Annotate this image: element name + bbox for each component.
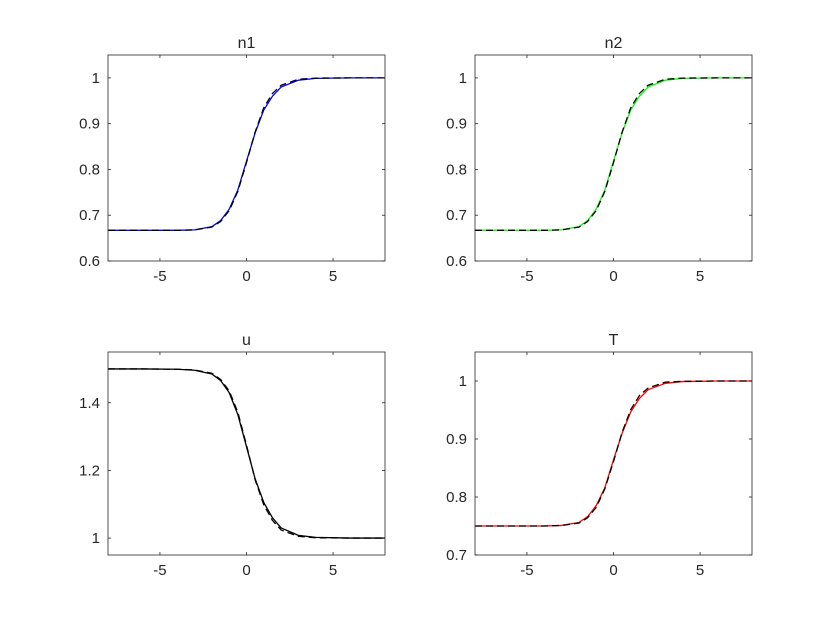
y-tick-label: 1.4	[79, 395, 100, 412]
chart-title: n2	[605, 35, 623, 52]
series-line-2	[475, 77, 752, 231]
y-tick-label: 0.8	[79, 161, 100, 178]
x-tick-label: 0	[609, 562, 617, 579]
x-tick-label: 0	[242, 268, 250, 285]
x-tick-label: -5	[153, 268, 166, 285]
y-tick-label: 1.2	[79, 462, 100, 479]
y-tick-label: 0.7	[446, 547, 467, 564]
y-tick-label: 0.7	[446, 207, 467, 224]
plot-area	[475, 55, 752, 261]
y-tick-label: 1	[459, 373, 467, 390]
panel-T: -5 0 5 0.7 0.8 0.9 1 T	[446, 332, 753, 579]
chart-title: u	[242, 332, 251, 349]
y-tick-label: 0.9	[446, 431, 467, 448]
y-tick-label: 0.9	[79, 116, 100, 133]
y-tick-label: 0.8	[446, 489, 467, 506]
x-tick-label: -5	[153, 562, 166, 579]
x-tick-label: 5	[696, 562, 704, 579]
plot-area	[475, 352, 752, 555]
panel-u: -5 0 5 1 1.2 1.4 u	[79, 332, 386, 579]
panel-n2: -5 0 5 0.6 0.7 0.8 0.9 1 n2	[446, 35, 753, 285]
y-tick-label: 0.6	[79, 253, 100, 270]
x-tick-label: 0	[609, 268, 617, 285]
x-tick-label: 0	[242, 562, 250, 579]
y-tick-label: 0.9	[446, 116, 467, 133]
y-tick-label: 0.6	[446, 253, 467, 270]
y-tick-label: 1	[92, 70, 100, 87]
x-tick-label: -5	[520, 562, 533, 579]
y-tick-label: 0.8	[446, 161, 467, 178]
plot-area	[108, 55, 385, 261]
x-tick-label: 5	[329, 268, 337, 285]
series-line-2	[108, 77, 385, 231]
series-line-2	[475, 380, 752, 527]
chart-title: n1	[238, 35, 256, 52]
chart-title: T	[609, 332, 619, 349]
x-tick-label: 5	[329, 562, 337, 579]
x-tick-label: 5	[696, 268, 704, 285]
y-tick-label: 1	[459, 70, 467, 87]
panel-n1: -5 0 5 0.6 0.7 0.8 0.9 1 n1	[79, 35, 386, 285]
y-tick-label: 0.7	[79, 207, 100, 224]
plot-area	[108, 352, 385, 555]
y-tick-label: 1	[92, 530, 100, 547]
x-tick-label: -5	[520, 268, 533, 285]
series-line-2	[108, 368, 385, 539]
